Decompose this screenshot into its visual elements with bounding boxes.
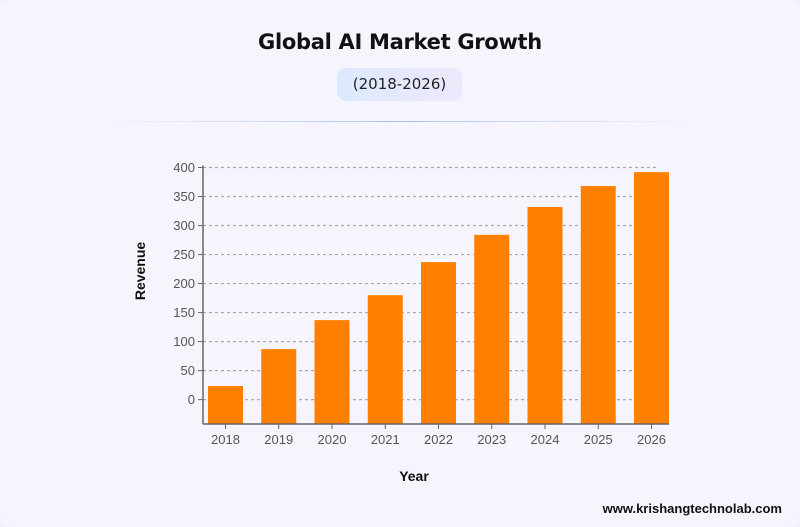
- x-tick-label: 2023: [477, 432, 506, 447]
- bar-2023: [474, 234, 510, 424]
- x-axis-label: Year: [399, 468, 429, 484]
- bar-2019: [261, 349, 297, 424]
- bar-2026: [634, 172, 669, 424]
- bar-2021: [367, 295, 403, 424]
- x-tick-label: 2020: [318, 432, 347, 447]
- bar-2022: [421, 262, 456, 424]
- bar-2024: [527, 206, 563, 424]
- y-tick-label: 100: [173, 334, 195, 349]
- x-tick-label: 2024: [531, 432, 560, 447]
- y-axis-label: Revenue: [132, 242, 148, 301]
- x-tick-label: 2021: [371, 432, 400, 447]
- y-tick-label: 50: [181, 363, 195, 378]
- chart-title: Global AI Market Growth: [258, 30, 542, 54]
- y-tick-label: 300: [173, 218, 195, 233]
- y-tick-label: 150: [173, 305, 195, 320]
- y-tick-label: 0: [188, 392, 195, 407]
- x-tick-label: 2018: [211, 432, 240, 447]
- x-tick-label: 2019: [264, 432, 293, 447]
- divider: [100, 121, 700, 122]
- bar-2020: [314, 320, 350, 424]
- x-tick-label: 2022: [424, 432, 453, 447]
- x-tick-label: 2026: [637, 432, 666, 447]
- x-tick-label: 2025: [584, 432, 613, 447]
- y-tick-label: 200: [173, 276, 195, 291]
- y-tick-label: 400: [173, 160, 195, 175]
- date-range-badge: (2018-2026): [337, 68, 462, 101]
- website-credit: www.krishangtechnolab.com: [602, 501, 782, 516]
- bar-2025: [580, 186, 616, 424]
- y-tick-label: 250: [173, 247, 195, 262]
- y-tick-label: 350: [173, 189, 195, 204]
- bar-2018: [208, 385, 243, 424]
